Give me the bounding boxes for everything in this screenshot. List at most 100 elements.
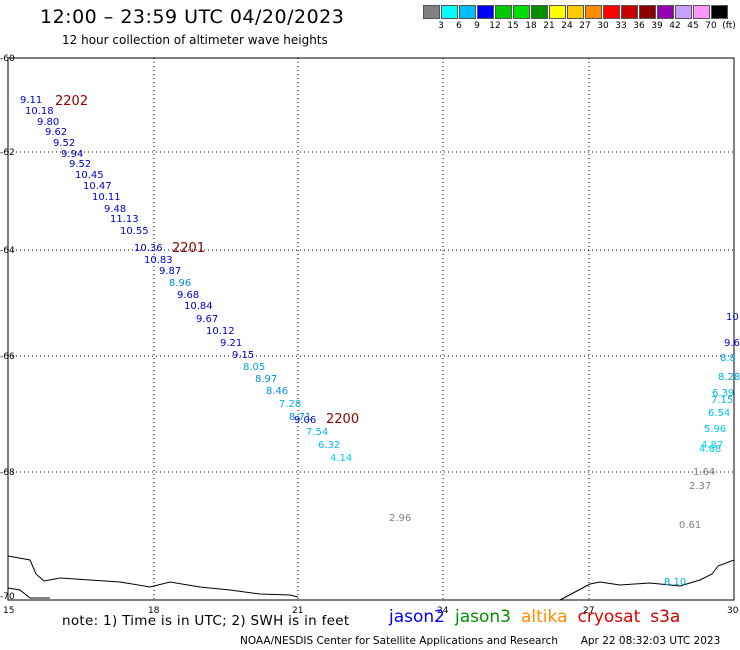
swh-value-label: 9.11: [20, 95, 42, 106]
satellite-legend: jason2 jason3 altika cryosat s3a: [389, 607, 690, 627]
color-scale-label: 45: [687, 21, 699, 31]
color-swatch: [549, 5, 566, 19]
color-swatch: [495, 5, 512, 19]
color-scale-label: 12: [489, 21, 501, 31]
satellite-legend-item: cryosat: [577, 607, 641, 627]
swh-value-label: 9.21: [220, 338, 242, 349]
color-scale-label: 36: [633, 21, 645, 31]
lat-label: -66: [0, 352, 15, 362]
color-scale-label: 24: [561, 21, 573, 31]
color-swatch: [693, 5, 710, 19]
color-swatch: [675, 5, 692, 19]
footer-timestamp: Apr 22 08:32:03 UTC 2023: [580, 635, 721, 647]
swh-value-label: 9.48: [104, 204, 126, 215]
color-scale-swatches: [423, 5, 738, 19]
track-id-label: 2202: [55, 94, 88, 109]
swh-value-label: 9.15: [232, 350, 254, 361]
swh-value-label: 7.15: [711, 395, 733, 406]
swh-value-label: 9.6: [724, 338, 740, 349]
map-title: 12:00 – 23:59 UTC 04/20/2023: [40, 6, 345, 28]
color-scale-unit: (ft): [722, 21, 736, 31]
swh-value-label: 8.28: [718, 372, 740, 383]
swh-value-label: 10.36: [134, 243, 163, 254]
color-scale-label: 15: [507, 21, 519, 31]
swh-value-label: 8.10: [664, 577, 686, 588]
swh-value-label: 9.67: [196, 314, 218, 325]
color-swatch: [459, 5, 476, 19]
lat-label: -68: [0, 468, 15, 478]
color-scale-labels: 3 6 9 12 15 18 21 24 27 30 33 36 39 42 45 70 (ft): [423, 21, 738, 31]
swh-value-label: 10.55: [120, 226, 149, 237]
swh-value-label: 10: [726, 312, 739, 323]
color-scale-label: 70: [705, 21, 717, 31]
graticule: [8, 58, 734, 600]
lat-label: -70: [0, 592, 15, 602]
color-scale-label: 42: [669, 21, 681, 31]
color-scale-label: 33: [615, 21, 627, 31]
satellite-legend-item: s3a: [650, 607, 681, 627]
swh-value-label: 6.54: [708, 408, 730, 419]
swh-value-label: 8.97: [255, 374, 277, 385]
swh-value-label: 10.84: [184, 301, 213, 312]
coastline: [7, 555, 735, 601]
color-swatch: [531, 5, 548, 19]
satellite-legend-item: jason2: [389, 607, 445, 627]
swh-value-label: 8.8: [720, 353, 736, 364]
color-scale-legend: 3 6 9 12 15 18 21 24 27 30 33 36 39 42 45 70 (ft): [423, 5, 738, 31]
swh-value-label: 7.54: [306, 427, 328, 438]
color-scale-label: 6: [456, 21, 462, 31]
swh-value-label: 8.46: [266, 386, 288, 397]
color-swatch: [603, 5, 620, 19]
swh-value-label: 10.47: [83, 181, 112, 192]
swh-value-label: 6.39: [712, 388, 734, 399]
swh-value-label: 4.14: [330, 453, 352, 464]
swh-value-label: 1.64: [693, 467, 715, 478]
swh-value-label: 9.80: [37, 117, 59, 128]
swh-value-label: 10.18: [25, 106, 54, 117]
swh-value-label: 9.68: [177, 290, 199, 301]
swh-value-label: 8.96: [169, 278, 191, 289]
lon-label: 30: [727, 606, 739, 616]
color-scale-label: 21: [543, 21, 555, 31]
swh-value-label: 7.28: [279, 399, 301, 410]
color-scale-label: 39: [651, 21, 663, 31]
color-swatch: [657, 5, 674, 19]
swh-value-label: 10.83: [144, 255, 173, 266]
lat-label: -64: [0, 246, 15, 256]
note-text: note: 1) Time is in UTC; 2) SWH is in fe…: [62, 613, 350, 629]
lon-label: 15: [3, 606, 14, 616]
swh-value-label: 9.87: [159, 266, 181, 277]
swh-value-label: 6.32: [318, 440, 340, 451]
swh-value-label: 11.13: [110, 214, 139, 225]
footer-center: NOAA/NESDIS Center for Satellite Applica…: [240, 635, 558, 647]
swh-value-label: 10.12: [206, 326, 235, 337]
footer: NOAA/NESDIS Center for Satellite Applica…: [240, 635, 720, 647]
swh-value-label: 8.71: [289, 412, 311, 423]
color-swatch: [477, 5, 494, 19]
swh-observations: 9.1110.189.809.629.529.949.5210.4510.471…: [20, 95, 740, 588]
color-swatch: [711, 5, 728, 19]
swh-value-label: 9.52: [69, 159, 91, 170]
swh-value-label: 2.37: [689, 481, 711, 492]
track-id-label: 2201: [172, 241, 205, 256]
lon-label: 18: [148, 606, 160, 616]
color-scale-label: 3: [438, 21, 444, 31]
lon-label: 27: [583, 606, 594, 616]
swh-value-label: 0.61: [679, 520, 701, 531]
color-swatch: [423, 5, 440, 19]
swh-value-label: 9.94: [61, 149, 83, 160]
swh-value-label: 9.06: [294, 415, 316, 426]
lat-label: -60: [0, 54, 15, 64]
swh-value-label: 10.11: [92, 192, 121, 203]
swh-value-label: 9.62: [45, 127, 67, 138]
satellite-legend-item: altika: [521, 607, 568, 627]
swh-value-label: 4.87: [701, 440, 723, 451]
color-swatch: [513, 5, 530, 19]
color-scale-label: 30: [597, 21, 609, 31]
track-id-label: 2200: [326, 412, 359, 427]
swh-value-label: 9.52: [53, 138, 75, 149]
color-swatch: [585, 5, 602, 19]
color-scale-label: 9: [474, 21, 480, 31]
lon-label: 21: [292, 606, 303, 616]
color-scale-label: 27: [579, 21, 591, 31]
